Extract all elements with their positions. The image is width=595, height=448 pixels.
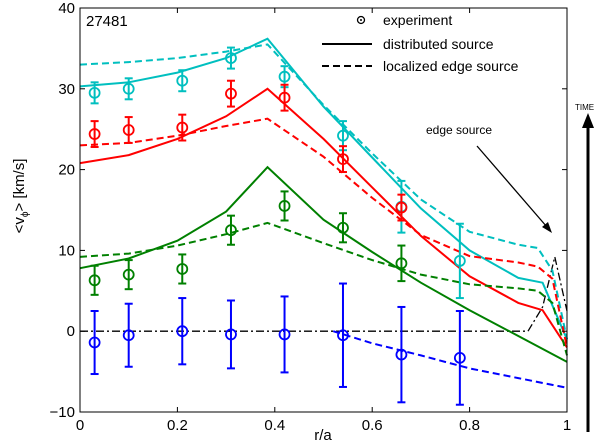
- legend-label-edge: localized edge source: [383, 58, 519, 74]
- y-tick-label: 0: [67, 323, 75, 340]
- experiment-point: [88, 128, 101, 140]
- shot-number: 27481: [86, 13, 128, 30]
- y-tick-label: 40: [58, 0, 75, 17]
- experiment-point: [395, 257, 408, 270]
- edge-source-profile-line: [80, 256, 568, 332]
- edge-source-arrow-head: [542, 222, 552, 233]
- edge-source-arrow-shaft: [476, 145, 548, 228]
- experiment-point: [278, 91, 291, 104]
- x-tick-label: 0.2: [167, 417, 188, 434]
- x-tick-label: 0.8: [459, 417, 480, 434]
- experiment-point: [395, 348, 408, 361]
- x-tick-label: 1: [563, 417, 571, 434]
- experiment-point: [337, 153, 349, 165]
- experiment-point: [395, 201, 408, 214]
- experiment-point: [88, 274, 101, 287]
- time-label: TIME: [575, 103, 594, 112]
- edge-source-annotation: edge source: [426, 123, 492, 137]
- experiment-point: [176, 263, 189, 275]
- legend-marker-experiment: [356, 15, 366, 25]
- experiment-point: [122, 82, 135, 95]
- plot-frame: [79, 7, 568, 413]
- experiment-point: [122, 124, 135, 136]
- experiment-point: [225, 87, 237, 100]
- experiment-point: [337, 129, 349, 142]
- edge-source-line: [79, 117, 568, 348]
- time-arrow-head: [582, 113, 594, 128]
- edge-source-line: [79, 221, 568, 356]
- experiment-point: [176, 121, 189, 134]
- experiment-point: [337, 329, 349, 342]
- experiment-point: [278, 200, 291, 212]
- y-axis-label-main: <v: [11, 217, 28, 234]
- edge-source-line: [332, 330, 568, 389]
- experiment-point: [225, 328, 237, 341]
- experiment-point: [225, 52, 237, 64]
- experiment-point: [453, 351, 466, 364]
- experiment-point: [122, 268, 135, 281]
- experiment-point: [337, 221, 349, 234]
- x-axis-label: r/a: [314, 427, 332, 444]
- experiment-point: [88, 86, 101, 99]
- legend-label-distributed: distributed source: [383, 36, 494, 52]
- experiment-point: [176, 74, 189, 87]
- y-axis-label: <vϕ> [km/s]: [11, 159, 31, 234]
- y-axis-label-subscript: ϕ: [20, 211, 31, 217]
- x-tick-label: 0.6: [362, 417, 383, 434]
- y-tick-label: 20: [58, 162, 75, 179]
- experiment-point: [453, 255, 466, 267]
- y-axis-label-unit: > [km/s]: [11, 159, 28, 212]
- x-tick-label: 0.4: [264, 417, 285, 434]
- legend-label-experiment: experiment: [383, 12, 452, 28]
- experiment-point: [278, 328, 291, 341]
- experiment-point: [122, 329, 135, 342]
- legend: experiment distributed source localized …: [322, 12, 519, 74]
- distributed-source-line: [79, 165, 568, 363]
- distributed-source-line: [79, 37, 568, 340]
- experiment-point: [88, 336, 101, 349]
- y-tick-label: 10: [58, 242, 75, 259]
- y-tick-label: −10: [50, 404, 75, 421]
- x-tick-label: 0: [76, 417, 84, 434]
- y-tick-label: 30: [58, 81, 75, 98]
- distributed-source-line: [79, 87, 568, 348]
- experiment-point: [278, 70, 291, 83]
- experiment-point: [225, 224, 237, 237]
- legend-marker-dot: [360, 19, 362, 21]
- experiment-point: [176, 325, 189, 338]
